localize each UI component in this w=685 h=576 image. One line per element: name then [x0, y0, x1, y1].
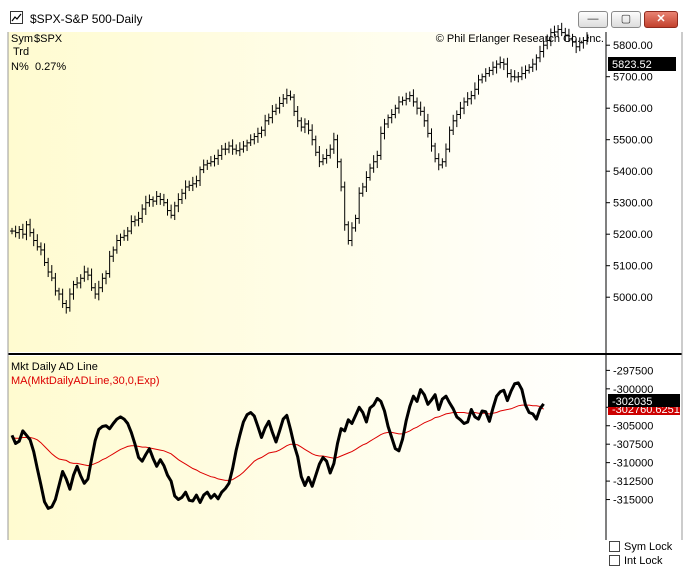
- price-tick-label: 5300.00: [613, 198, 653, 210]
- sym-value: $SPX: [34, 33, 63, 45]
- close-button[interactable]: ✕: [644, 11, 678, 28]
- close-icon: ✕: [656, 13, 666, 25]
- price-panel-background: [8, 32, 606, 352]
- price-tick-label: 5700.00: [613, 72, 653, 84]
- ad-value-label: -302035: [612, 396, 652, 408]
- maximize-button[interactable]: ▢: [611, 11, 641, 28]
- ad-tick-label: -297500: [613, 365, 653, 377]
- sym-label: Sym: [11, 33, 33, 45]
- last-price-label: 5823.52: [612, 59, 652, 71]
- price-tick-label: 5600.00: [613, 103, 653, 115]
- ad-tick-label: -307500: [613, 439, 653, 451]
- maximize-icon: ▢: [620, 13, 632, 25]
- chart-app-icon: [10, 11, 23, 24]
- ad-tick-label: -310000: [613, 458, 653, 470]
- int-lock-label: Int Lock: [624, 555, 663, 567]
- sym-lock-label: Sym Lock: [624, 541, 673, 553]
- copyright-text: © Phil Erlanger Research Co., Inc.: [436, 33, 604, 45]
- pct-label: N%: [11, 61, 29, 73]
- price-tick-label: 5400.00: [613, 166, 653, 178]
- ad-axis-ticks: -297500-300000-302500-305000-307500-3100…: [606, 365, 653, 507]
- window-titlebar: $SPX-S&P 500-Daily — ▢ ✕: [0, 0, 685, 32]
- price-axis-ticks: 5000.00 5100.00 5200.00 5300.00 5400.00 5500.…: [606, 40, 653, 304]
- trd-label: Trd: [13, 46, 29, 58]
- ad-panel-title: Mkt Daily AD Line: [11, 361, 98, 373]
- ad-value-box: [608, 394, 680, 407]
- price-tick-label: 5100.00: [613, 261, 653, 273]
- minimize-icon: —: [587, 13, 599, 25]
- ad-line: [10, 381, 545, 510]
- bottom-bar: Sym Lock Int Lock: [0, 540, 685, 576]
- ad-tick-label: -312500: [613, 476, 653, 488]
- minimize-button[interactable]: —: [578, 11, 608, 28]
- price-bar-series: [10, 22, 589, 314]
- price-tick-label: 5200.00: [613, 229, 653, 241]
- pct-value: 0.27%: [35, 61, 66, 73]
- ad-tick-label: -315000: [613, 495, 653, 507]
- ma-legend-label: MA(MktDailyADLine,30,0,Exp): [11, 375, 160, 387]
- sym-lock-checkbox[interactable]: [609, 541, 620, 552]
- price-tick-label: 5500.00: [613, 135, 653, 147]
- int-lock-checkbox[interactable]: [609, 555, 620, 566]
- price-tick-label: 5800.00: [613, 40, 653, 52]
- ad-tick-label: -300000: [613, 384, 653, 396]
- ad-panel-background: [8, 356, 606, 541]
- price-bar: [585, 32, 589, 45]
- price-tick-label: 5000.00: [613, 292, 653, 304]
- ad-tick-label: -305000: [613, 421, 653, 433]
- last-price-box: [608, 57, 676, 71]
- window-title: $SPX-S&P 500-Daily: [30, 12, 143, 26]
